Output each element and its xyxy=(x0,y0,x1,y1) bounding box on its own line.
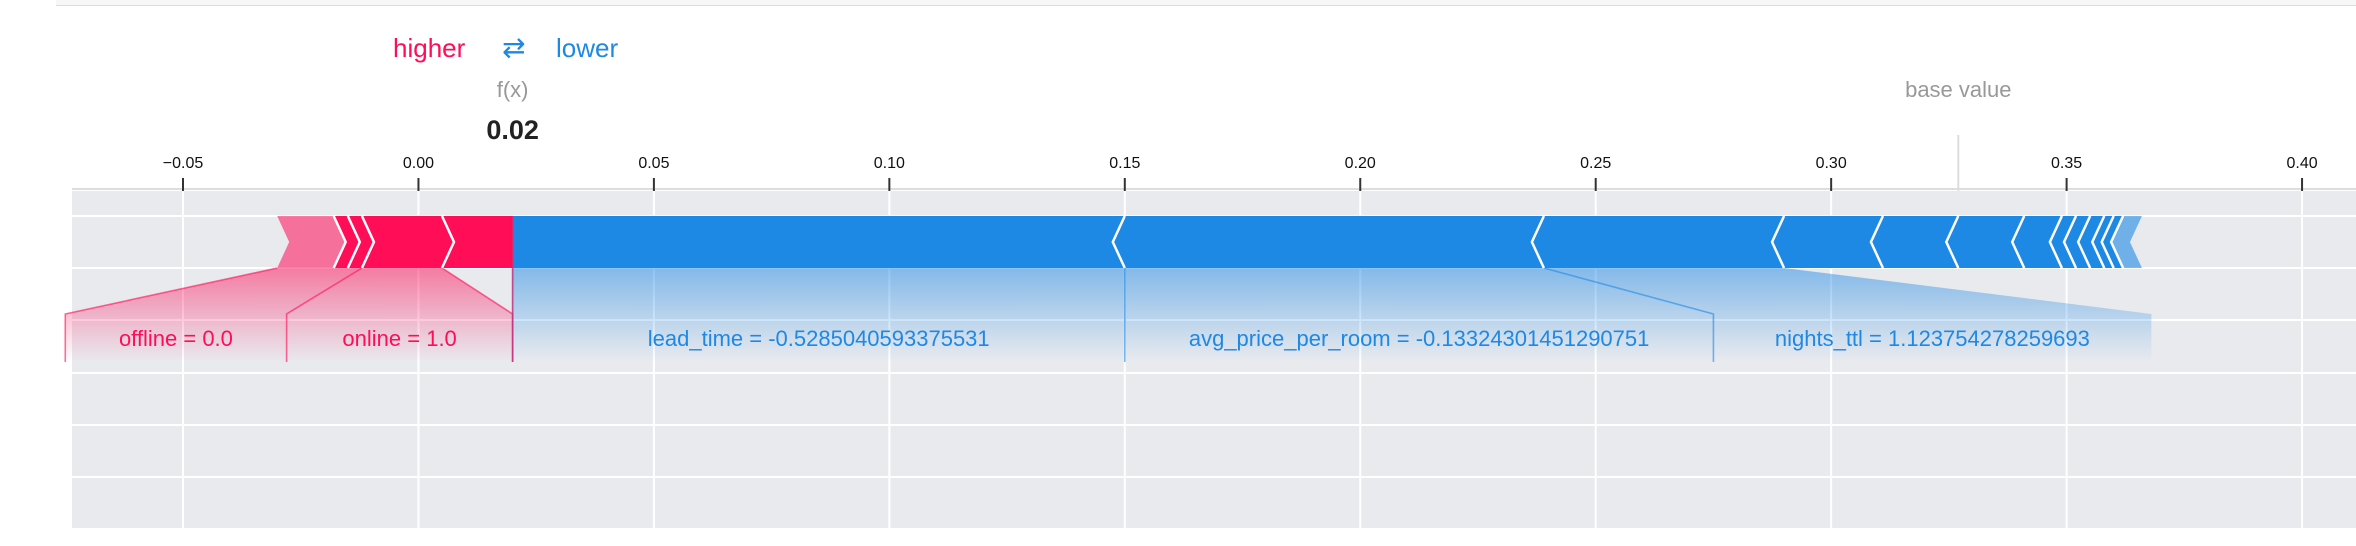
bar-negative-segment xyxy=(1531,216,1785,268)
bar-separator xyxy=(1944,215,1960,269)
tick-label: 0.10 xyxy=(874,155,905,172)
tick-label: 0.00 xyxy=(403,155,434,172)
bar-negative-segment xyxy=(2111,216,2142,268)
bar-separator xyxy=(2090,215,2106,269)
feature-label: avg_price_per_room = -0.1332430145129075… xyxy=(1189,326,1650,351)
label-shade xyxy=(65,268,362,362)
bar-separator xyxy=(2010,215,2026,269)
bar-separator xyxy=(346,215,362,269)
tick-label: 0.20 xyxy=(1345,155,1376,172)
tick-label: 0.40 xyxy=(2286,155,2317,172)
bar-separator xyxy=(1770,215,1786,269)
feature-label: offline = 0.0 xyxy=(119,326,233,351)
bar-positive-segment xyxy=(277,216,346,268)
legend-higher: higher xyxy=(393,33,466,63)
label-shade xyxy=(1124,268,1714,362)
tick-label: 0.05 xyxy=(638,155,669,172)
bar-positive-segment xyxy=(361,216,454,268)
label-connector xyxy=(64,267,278,362)
bar-negative-segment xyxy=(1946,216,2025,268)
label-connector xyxy=(285,267,363,362)
bar-separator xyxy=(440,215,456,269)
bar-negative-segment xyxy=(1772,216,1883,268)
bar-separator xyxy=(1111,215,1126,269)
legend-lower: lower xyxy=(556,33,618,63)
bar-separator xyxy=(332,215,348,269)
feature-labels: offline = 0.0 online = 1.0 lead_time = -0.… xyxy=(119,326,2090,351)
tick-label: 0.15 xyxy=(1109,155,1140,172)
bar-negative-segment xyxy=(2101,216,2124,268)
top-border xyxy=(56,0,2356,6)
base-value-label: base value xyxy=(1905,77,2011,102)
label-connector xyxy=(1543,267,1715,362)
fx-value: 0.02 xyxy=(486,115,539,145)
tick-label: 0.25 xyxy=(1580,155,1611,172)
bar-separator xyxy=(2076,215,2092,269)
feature-label: nights_ttl = 1.123754278259693 xyxy=(1775,326,2090,351)
axis-ticks: −0.05 0.00 0.05 0.10 0.15 0.20 0.25 0.30 0.35 0.4… xyxy=(163,155,2318,191)
legend-swap-icon: ⇄ xyxy=(502,32,525,63)
bar-negative-segment xyxy=(2012,216,2062,268)
bar-negative-segment xyxy=(1112,216,1544,268)
tick-label: 0.35 xyxy=(2051,155,2082,172)
label-shade xyxy=(286,268,513,362)
force-bars xyxy=(277,215,2142,362)
label-shading xyxy=(65,268,2152,362)
label-shade xyxy=(1543,268,2152,362)
label-shade xyxy=(512,268,1125,362)
bar-negative-segment xyxy=(1870,216,1959,268)
bar-separator xyxy=(1869,215,1885,269)
bar-negative-segment xyxy=(512,216,1125,268)
bar-separator xyxy=(1530,215,1546,269)
feature-label: lead_time = -0.5285040593375531 xyxy=(648,326,990,351)
bar-separator xyxy=(2100,215,2115,269)
bar-positive-segment xyxy=(441,216,513,268)
fx-label: f(x) xyxy=(497,77,529,102)
bar-negative-segment xyxy=(2092,216,2114,268)
bar-separator xyxy=(360,215,376,269)
feature-label: online = 1.0 xyxy=(342,326,456,351)
tick-label: −0.05 xyxy=(163,155,204,172)
bar-separator xyxy=(2062,215,2078,269)
bar-separator xyxy=(2109,215,2125,269)
bar-separator xyxy=(2048,215,2064,269)
tick-label: 0.30 xyxy=(1816,155,1847,172)
